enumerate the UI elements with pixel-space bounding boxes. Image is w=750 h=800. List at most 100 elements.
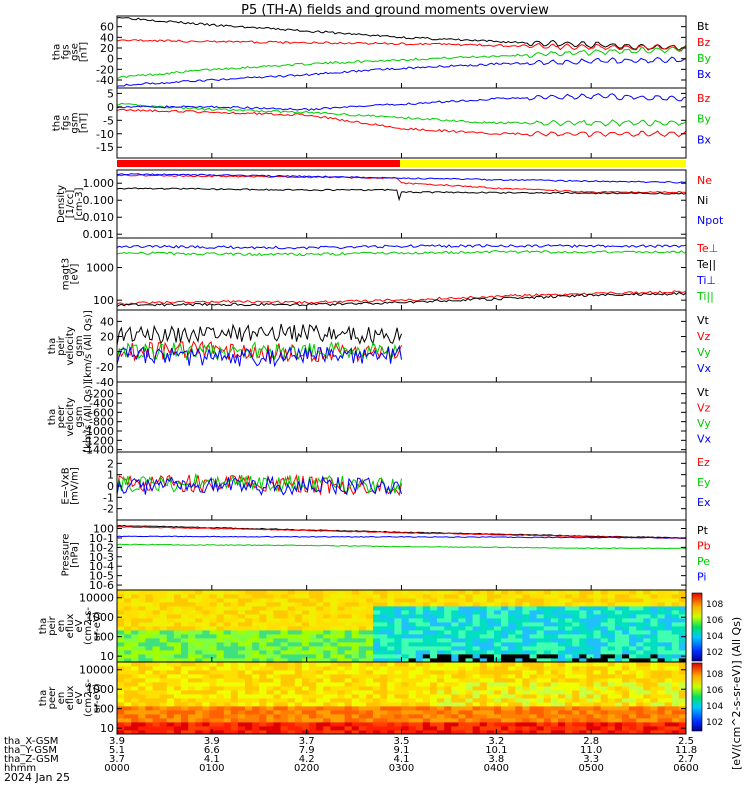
heat-cell [131,638,139,643]
heat-cell [508,730,516,735]
heat-cell [643,674,651,679]
y-tick-label: 40 [100,315,114,328]
heat-cell [529,714,538,719]
heat-cell [138,682,146,687]
heat-cell [237,674,246,679]
heat-cell [508,714,516,719]
heat-cell [515,674,523,679]
heat-cell [387,606,395,611]
heat-cell [344,726,353,731]
heat-cell [323,594,331,599]
heat-cell [294,622,303,627]
heat-cell [465,646,474,651]
heat-cell [465,678,474,683]
heat-cell [280,674,289,679]
heat-cell [557,726,566,731]
heat-cell [508,710,516,715]
heat-cell [309,646,317,651]
heat-cell [401,598,410,603]
heat-cell [273,706,281,711]
heat-cell [344,602,353,607]
heat-cell [529,662,538,667]
heat-cell [330,626,338,631]
heat-cell [124,646,132,651]
heat-cell [181,590,189,595]
heat-cell [316,718,324,723]
heat-cell [173,702,182,707]
heat-cell [437,598,445,603]
heat-cell [181,646,189,651]
heat-cell [557,642,566,647]
y-tick-label: -5 [103,114,114,127]
heat-cell [365,610,374,615]
heat-cell [173,722,182,727]
heat-cell [209,670,217,675]
heat-cell [152,618,161,623]
heat-cell [166,694,175,699]
heat-cell [252,610,260,615]
heat-cell [444,622,452,627]
heat-cell [621,730,630,735]
heat-cell [309,722,317,727]
heat-cell [188,618,196,623]
heat-cell [643,730,651,735]
heat-cell [465,650,474,655]
heat-cell [373,670,381,675]
heat-cell [131,634,139,639]
heat-cell [145,658,153,663]
heat-cell [230,630,239,635]
heat-cell [195,730,203,735]
heat-cell [529,690,538,695]
heat-cell [337,682,345,687]
heat-cell [437,670,445,675]
heat-cell [664,710,673,715]
heat-cell [273,694,281,699]
heat-cell [621,638,630,643]
heat-cell [309,682,317,687]
heat-cell [351,630,360,635]
heat-cell [152,594,161,599]
y-axis-label: peir [56,335,67,355]
x-row-value: 0300 [389,763,414,774]
heat-cell [415,730,424,735]
heat-cell [316,702,324,707]
heat-cell [593,626,602,631]
heat-cell [287,626,296,631]
x-row-value: 10.1 [485,745,507,756]
heat-cell [266,666,274,671]
heat-cell [337,614,345,619]
heat-cell [316,630,324,635]
heat-cell [415,674,424,679]
heat-cell [280,638,289,643]
heat-cell [522,662,530,667]
heat-cell [252,694,260,699]
heat-cell [458,706,466,711]
heat-cell [209,718,217,723]
heat-cell [216,614,225,619]
heat-cell [614,614,623,619]
heat-cell [195,654,203,659]
heat-cell [252,718,260,723]
heat-cell [572,606,580,611]
heat-cell [195,706,203,711]
heat-cell [458,710,466,715]
heat-cell [444,718,452,723]
heat-cell [465,682,474,687]
heat-cell [579,590,587,595]
heat-cell [351,710,360,715]
heat-cell [173,654,182,659]
y-axis-label: Pressure [61,534,72,577]
heat-cell [437,726,445,731]
heat-cell [557,610,566,615]
y-axis-label: fgs [61,44,72,59]
heat-cell [380,730,388,735]
x-row-value: 0400 [484,763,509,774]
heat-cell [373,622,381,627]
heat-cell [565,714,573,719]
heat-cell [166,598,175,603]
heat-cell [401,670,410,675]
heat-cell [593,706,602,711]
heat-cell [173,622,182,627]
heat-cell [593,666,602,671]
